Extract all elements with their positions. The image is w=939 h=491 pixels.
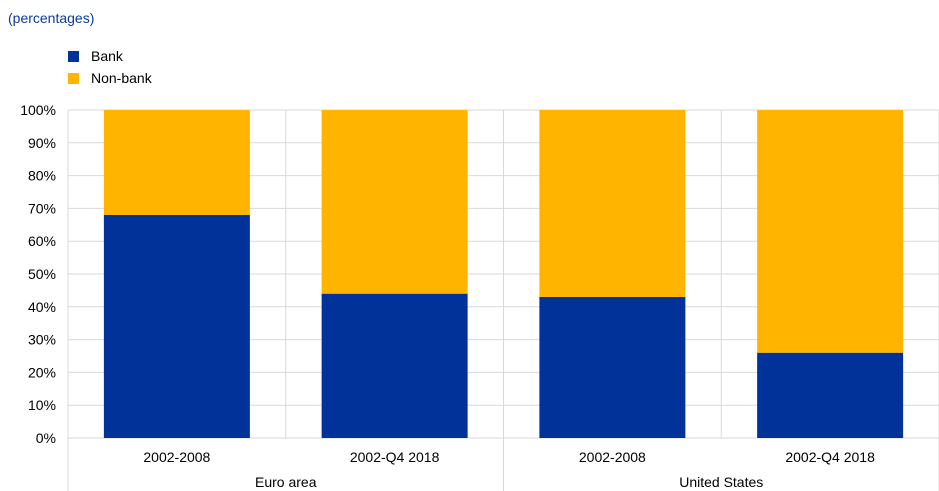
legend-swatch-bank bbox=[68, 50, 79, 62]
x-tick-label: 2002-Q4 2018 bbox=[785, 449, 875, 465]
bar-bank bbox=[103, 214, 250, 438]
y-tick-label: 20% bbox=[28, 364, 56, 380]
x-tick-label: 2002-2008 bbox=[579, 449, 646, 465]
y-tick-label: 80% bbox=[28, 168, 56, 184]
y-tick-label: 70% bbox=[28, 200, 56, 216]
bar-bank bbox=[757, 352, 904, 438]
y-tick-label: 50% bbox=[28, 266, 56, 282]
x-tick-label: 2002-2008 bbox=[143, 449, 210, 465]
legend-label-bank: Bank bbox=[91, 48, 123, 64]
chart-subtitle: (percentages) bbox=[8, 10, 95, 26]
y-tick-label: 30% bbox=[28, 332, 56, 348]
bar-nonbank bbox=[757, 110, 904, 353]
y-tick-label: 60% bbox=[28, 233, 56, 249]
y-tick-label: 90% bbox=[28, 135, 56, 151]
y-tick-label: 40% bbox=[28, 299, 56, 315]
legend-item-bank: Bank bbox=[68, 45, 152, 67]
bar-bank bbox=[321, 293, 468, 438]
legend: Bank Non-bank bbox=[68, 45, 152, 89]
y-tick-label: 100% bbox=[20, 102, 56, 118]
y-tick-label: 0% bbox=[36, 430, 56, 446]
group-label: United States bbox=[679, 474, 763, 490]
group-label: Euro area bbox=[255, 474, 317, 490]
legend-label-nonbank: Non-bank bbox=[91, 70, 152, 86]
x-tick-label: 2002-Q4 2018 bbox=[350, 449, 440, 465]
legend-item-nonbank: Non-bank bbox=[68, 67, 152, 89]
bar-nonbank bbox=[539, 110, 686, 297]
bar-nonbank bbox=[103, 110, 250, 215]
legend-swatch-nonbank bbox=[68, 72, 79, 84]
y-tick-label: 10% bbox=[28, 397, 56, 413]
bar-nonbank bbox=[321, 110, 468, 294]
bar-bank bbox=[539, 296, 686, 438]
